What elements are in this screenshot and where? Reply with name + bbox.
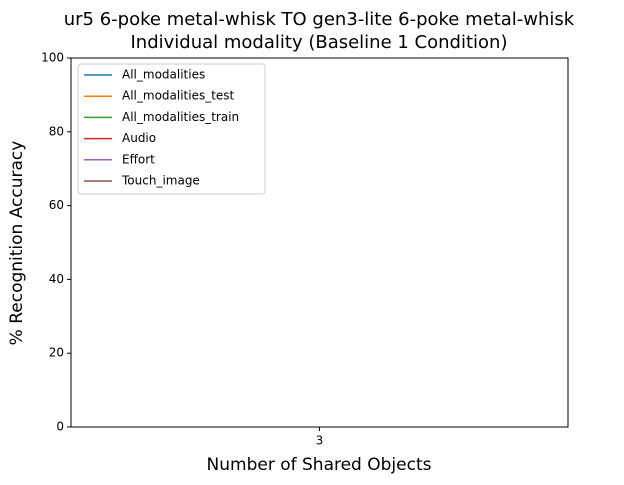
y-tick-label: 20	[49, 346, 64, 360]
y-tick-label: 100	[41, 51, 64, 65]
chart-title: ur5 6-poke metal-whisk TO gen3-lite 6-po…	[64, 9, 575, 30]
y-tick-label: 0	[56, 420, 64, 434]
legend-label: Audio	[122, 131, 156, 145]
legend-label: All_modalities_test	[122, 89, 235, 103]
legend-label: Touch_image	[121, 174, 200, 188]
y-tick-label: 40	[49, 272, 64, 286]
x-axis-label: Number of Shared Objects	[207, 455, 432, 475]
y-tick-label: 60	[49, 198, 64, 212]
legend-box	[77, 63, 266, 195]
x-tick-label: 3	[316, 434, 324, 448]
legend-label: All_modalities	[122, 68, 205, 82]
legend-label: All_modalities_train	[122, 110, 239, 124]
y-tick-label: 80	[49, 124, 64, 138]
legend-label: Effort	[122, 152, 155, 166]
chart-title: Individual modality (Baseline 1 Conditio…	[131, 32, 508, 53]
y-axis-label: % Recognition Accuracy	[7, 141, 27, 346]
